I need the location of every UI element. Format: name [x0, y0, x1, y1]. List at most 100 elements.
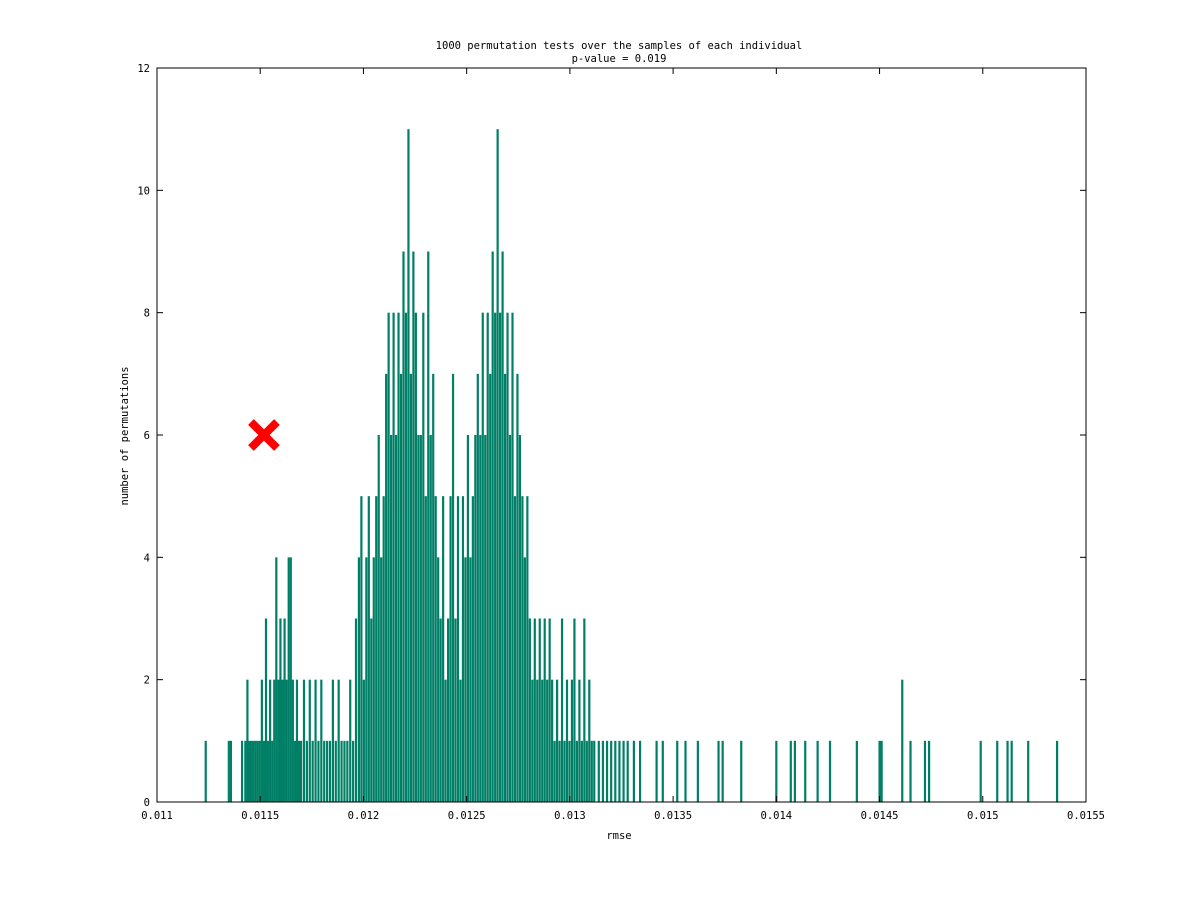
histogram-bar: [302, 679, 306, 802]
histogram-bar: [469, 557, 472, 802]
histogram-bar: [273, 679, 276, 802]
x-tick-label: 0.0125: [448, 810, 486, 822]
histogram-bar: [354, 618, 358, 802]
histogram-bar: [289, 557, 292, 802]
histogram-bar: [775, 740, 778, 802]
histogram-bar: [357, 557, 360, 802]
histogram-bar: [372, 557, 375, 802]
histogram-bar: [538, 618, 541, 802]
chart-subtitle: p-value = 0.019: [572, 53, 667, 65]
histogram-bar: [816, 740, 819, 802]
histogram-bar: [277, 679, 280, 802]
x-tick-label: 0.0115: [241, 810, 279, 822]
histogram-bar: [638, 740, 642, 802]
histogram-bar: [476, 373, 479, 802]
histogram-bar: [229, 740, 233, 802]
histogram-bar: [407, 129, 410, 803]
histogram-bar: [717, 740, 720, 802]
histogram-bar: [508, 435, 512, 802]
histogram-bar: [293, 740, 296, 802]
observed-value-marker: [248, 419, 280, 451]
histogram-bar: [590, 740, 593, 802]
histogram-bar: [352, 740, 355, 802]
histogram-bar: [503, 373, 507, 802]
histogram-bar: [367, 496, 370, 802]
x-tick-label: 0.015: [967, 810, 999, 822]
histogram-bar: [409, 373, 413, 802]
histogram-bar: [442, 496, 445, 802]
histogram-bar: [499, 312, 502, 802]
histogram-bar: [855, 740, 858, 802]
histogram-bar: [614, 740, 617, 802]
histogram-bar: [494, 312, 497, 802]
x-tick-label: 0.012: [348, 810, 380, 822]
histogram-bar: [382, 496, 385, 802]
histogram-bar: [311, 740, 314, 802]
histogram-bar: [449, 496, 452, 802]
histogram-bar: [496, 129, 499, 803]
histogram-bar: [240, 740, 244, 802]
histogram-bar: [585, 740, 588, 802]
histogram-bar: [996, 740, 999, 802]
histogram-bar: [618, 740, 621, 802]
histogram-bar: [1027, 740, 1030, 802]
histogram-bar: [804, 740, 807, 802]
histogram-bar: [610, 740, 613, 802]
histogram-bar: [1006, 740, 1009, 802]
histogram-bar: [275, 557, 278, 802]
histogram-bar: [390, 435, 393, 802]
histogram-bar: [365, 557, 368, 802]
y-tick-label: 8: [144, 308, 150, 320]
histogram-bar: [521, 496, 524, 802]
histogram-bar: [377, 435, 380, 802]
histogram-bar: [548, 618, 551, 802]
histogram-bar: [583, 618, 586, 802]
histogram-bar: [343, 740, 346, 802]
histogram-bar: [684, 740, 687, 802]
histogram-bar: [479, 435, 482, 802]
axis-ticks: 0.011 0.0115 0.012 0.0125 0.013 0.0135 0.014 0.…: [137, 63, 1105, 822]
histogram-bar: [588, 679, 591, 802]
y-tick-label: 12: [137, 63, 150, 75]
histogram-bar: [901, 679, 904, 802]
histogram-bar: [269, 679, 272, 802]
histogram-bar: [560, 618, 564, 802]
histogram-bar: [262, 740, 266, 802]
histogram-bar: [399, 373, 403, 802]
histogram-bar: [283, 618, 286, 802]
histogram-bar: [439, 618, 442, 802]
histogram-bar: [291, 679, 294, 802]
histogram-bar: [271, 740, 274, 802]
histogram-bar: [308, 679, 311, 802]
histogram-bar: [481, 312, 484, 802]
histogram-bar: [394, 435, 398, 802]
histogram-bar: [555, 679, 559, 802]
x-tick-label: 0.0145: [861, 810, 899, 822]
histogram-bar: [337, 679, 340, 802]
y-tick-label: 0: [144, 797, 150, 809]
histogram-bar: [541, 679, 544, 802]
histogram-bar: [404, 312, 408, 802]
histogram-bar: [979, 740, 982, 802]
histogram-bar: [227, 740, 230, 802]
histogram-bar: [323, 740, 326, 802]
histogram-bar: [793, 740, 797, 802]
histogram-bar: [387, 312, 390, 802]
x-tick-label: 0.0155: [1067, 810, 1105, 822]
histogram-bar: [626, 740, 629, 802]
histogram-bar: [375, 496, 378, 802]
marker-stroke: [248, 419, 280, 451]
histogram-bar: [1010, 740, 1013, 802]
histogram-bar: [340, 740, 343, 802]
histogram-bar: [317, 740, 320, 802]
y-tick-label: 4: [144, 552, 150, 564]
histogram-bar: [252, 740, 255, 802]
y-tick-label: 6: [144, 430, 150, 442]
histogram-bar: [456, 496, 460, 802]
histogram-bar: [346, 740, 349, 802]
histogram-bar: [523, 557, 526, 802]
histogram-bar: [256, 740, 259, 802]
histogram-bar: [486, 312, 489, 802]
y-tick-label: 10: [137, 185, 150, 197]
